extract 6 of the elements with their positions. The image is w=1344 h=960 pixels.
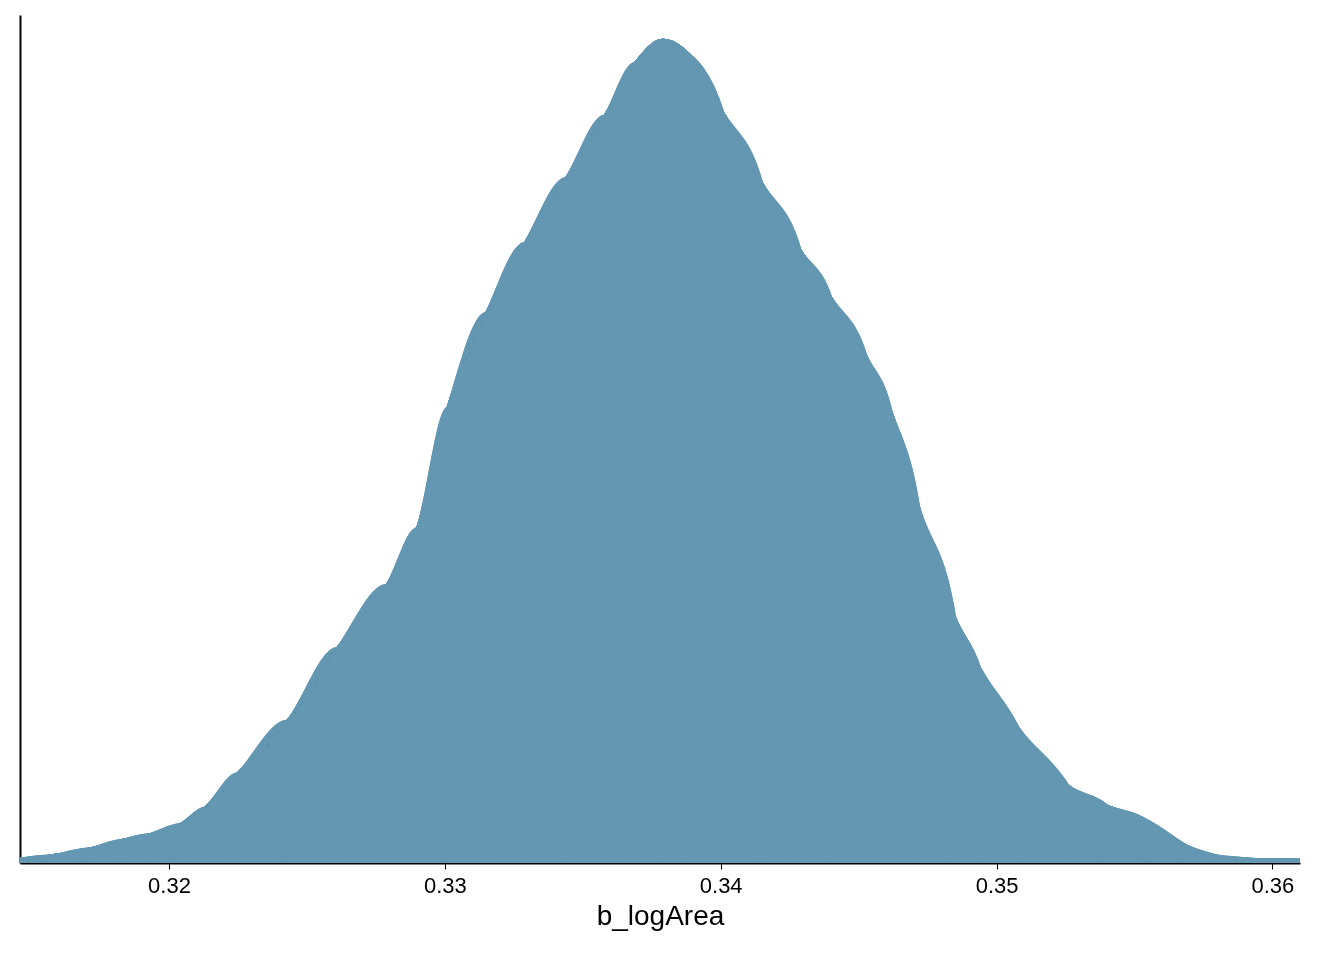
x-tick-label: 0.32 [148, 872, 191, 898]
x-tick-label: 0.34 [699, 872, 743, 898]
x-tick-label: 0.36 [1251, 872, 1295, 898]
x-tick-label: 0.33 [423, 872, 467, 898]
x-axis-title: b_logArea [596, 899, 725, 931]
x-tick-label: 0.35 [975, 872, 1019, 898]
